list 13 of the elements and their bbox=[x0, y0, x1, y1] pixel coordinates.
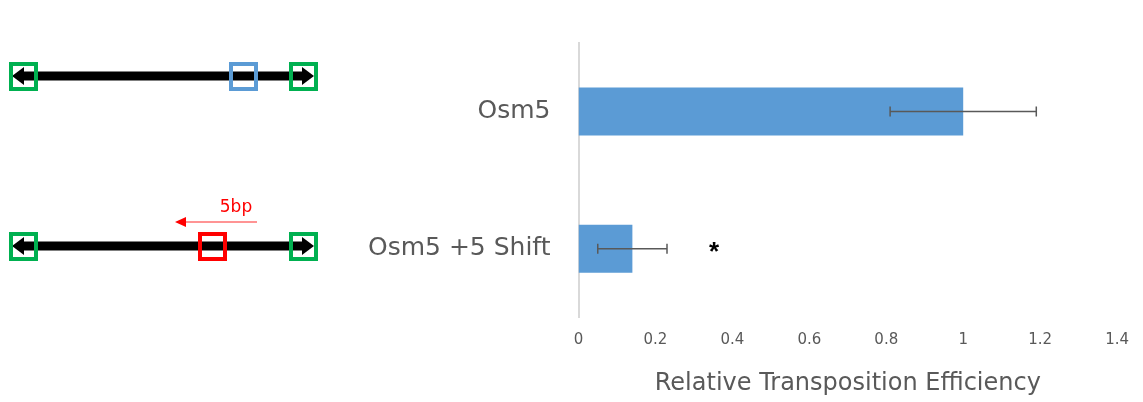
x-tick-label: 0.2 bbox=[643, 330, 668, 349]
text: 5bp bbox=[219, 196, 253, 216]
x-tick-label: 1 bbox=[958, 330, 968, 349]
x-axis-title: Relative Transposition Efficiency bbox=[654, 367, 1041, 396]
x-tick-label: 1.2 bbox=[1028, 330, 1053, 349]
y-tick-label: Osm5 bbox=[477, 95, 551, 125]
x-tick-label: 0.6 bbox=[797, 330, 822, 349]
x-tick-label: 0.4 bbox=[720, 330, 745, 349]
x-tick-label: 0 bbox=[573, 330, 584, 349]
y-tick-label: Osm5 +5 Shift bbox=[367, 232, 551, 262]
x-tick-label: 0.8 bbox=[874, 330, 899, 349]
annotation: * bbox=[708, 235, 720, 266]
x-tick-label: 1.4 bbox=[1105, 330, 1129, 349]
